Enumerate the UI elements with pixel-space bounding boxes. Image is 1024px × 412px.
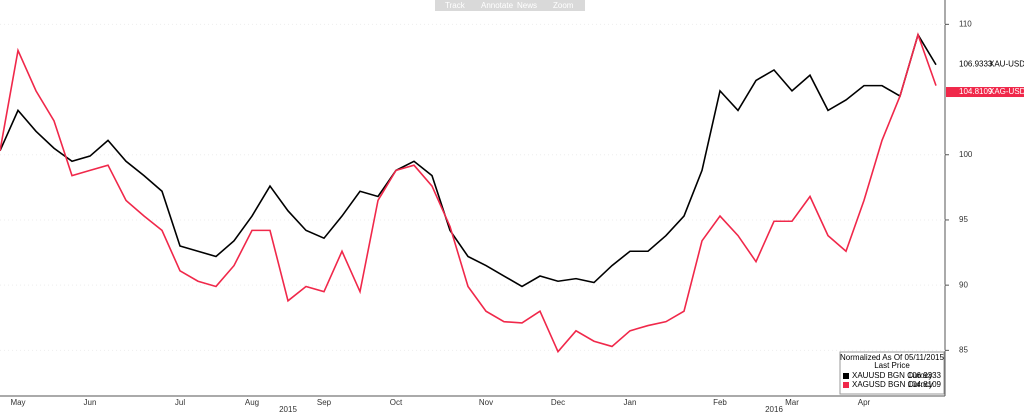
legend-box bbox=[839, 351, 945, 395]
series-line bbox=[0, 32, 937, 354]
legend-label: XAGUSD BGN Curncy bbox=[852, 380, 933, 389]
x-tick-label: Jun bbox=[84, 398, 97, 407]
x-tick-label: Oct bbox=[390, 398, 403, 407]
toolbar-button[interactable]: Zoom bbox=[553, 1, 574, 10]
legend-value: 106.9333 bbox=[908, 371, 942, 380]
legend-swatch bbox=[843, 382, 849, 388]
y-tick-label: 95 bbox=[959, 215, 968, 224]
x-tick-label: Nov bbox=[479, 398, 493, 407]
series-line bbox=[0, 32, 937, 288]
legend-subtitle: Last Price bbox=[874, 361, 910, 370]
y-tick-label: 100 bbox=[959, 150, 973, 159]
y-tick-label: 85 bbox=[959, 345, 968, 354]
last-value-tag bbox=[946, 87, 1024, 98]
y-tick-label: 90 bbox=[959, 280, 968, 289]
last-value-tag bbox=[946, 59, 1024, 70]
year-label: 2015 bbox=[279, 405, 297, 412]
legend-value: 104.8109 bbox=[908, 380, 942, 389]
x-tick-label: Feb bbox=[713, 398, 727, 407]
toolbar-button[interactable]: Track bbox=[445, 1, 466, 10]
legend-title: Normalized As Of 05/11/2015 bbox=[840, 353, 944, 362]
x-tick-label: Dec bbox=[551, 398, 565, 407]
y-tick-label: 110 bbox=[959, 19, 972, 28]
x-tick-label: May bbox=[10, 398, 25, 407]
x-tick-label: Jul bbox=[175, 398, 185, 407]
x-tick-label: Jan bbox=[624, 398, 637, 407]
legend-swatch bbox=[843, 373, 849, 379]
toolbar-button[interactable]: News bbox=[517, 1, 537, 10]
x-tick-label: Apr bbox=[858, 398, 871, 407]
ticker: XAG-USD X bbox=[989, 87, 1024, 96]
toolbar bbox=[435, 0, 585, 11]
toolbar-button[interactable]: Annotate bbox=[481, 1, 514, 10]
x-tick-label: Aug bbox=[245, 398, 259, 407]
ticker: XAU-USD X bbox=[989, 59, 1024, 68]
x-tick-label: Sep bbox=[317, 398, 332, 407]
x-tick-label: Mar bbox=[785, 398, 799, 407]
last-value: 104.8109 bbox=[959, 87, 993, 96]
legend-label: XAUUSD BGN Curncy bbox=[852, 371, 932, 380]
year-label: 2016 bbox=[765, 405, 783, 412]
last-value: 106.9333 bbox=[959, 59, 993, 68]
